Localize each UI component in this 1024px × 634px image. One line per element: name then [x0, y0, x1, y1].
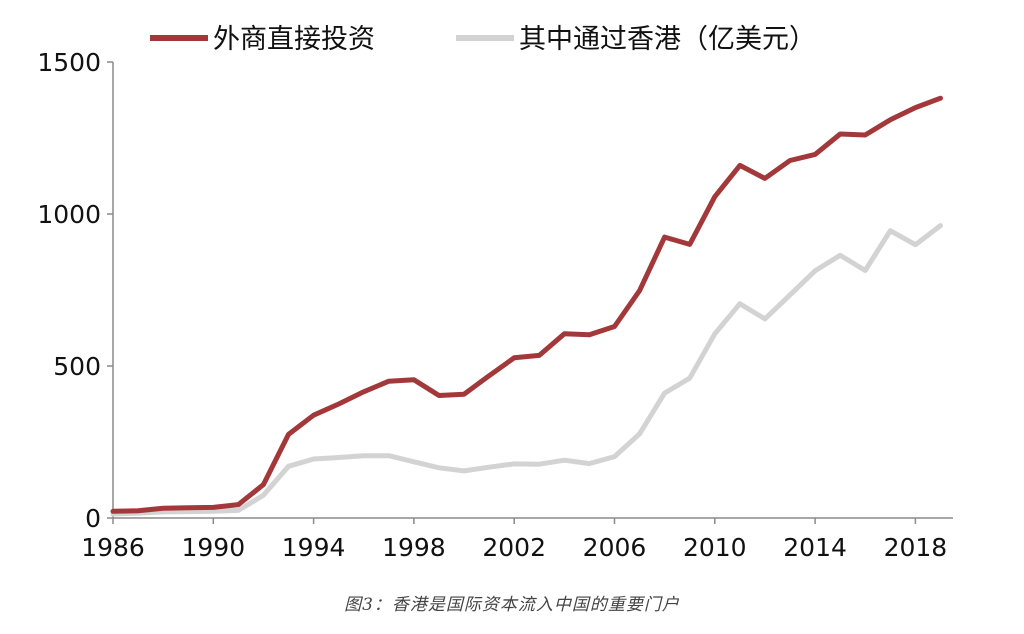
x-tick-label: 2006 [583, 533, 647, 562]
y-tick-label: 500 [53, 352, 101, 381]
x-tick-label: 2002 [482, 533, 546, 562]
legend-label-hk: 其中通过香港（亿美元） [519, 24, 816, 55]
x-tick-label: 2014 [783, 533, 847, 562]
x-tick-label: 2010 [683, 533, 747, 562]
series-lines [110, 95, 943, 517]
y-ticks: 0 500 1000 1500 [37, 48, 113, 533]
x-tick-label: 1986 [81, 533, 145, 562]
series-line-hk [110, 223, 943, 517]
y-tick-label: 0 [85, 504, 101, 533]
series-line-fdi [110, 95, 943, 514]
y-tick-label: 1500 [37, 48, 101, 77]
x-ticks: 1986 1990 1994 1998 2002 2006 2010 2014 2018 [81, 518, 947, 562]
x-tick-label: 2018 [884, 533, 948, 562]
line-chart: 外商直接投资 其中通过香港（亿美元） 0 500 1000 1500 1986 1990… [37, 24, 953, 562]
x-tick-label: 1998 [382, 533, 446, 562]
x-tick-label: 1994 [282, 533, 346, 562]
figure-caption: 图3：香港是国际资本流入中国的重要门户 [344, 595, 680, 615]
legend-label-fdi: 外商直接投资 [213, 24, 375, 55]
y-tick-label: 1000 [37, 200, 101, 229]
x-tick-label: 1990 [181, 533, 245, 562]
legend: 外商直接投资 其中通过香港（亿美元） [150, 24, 816, 55]
